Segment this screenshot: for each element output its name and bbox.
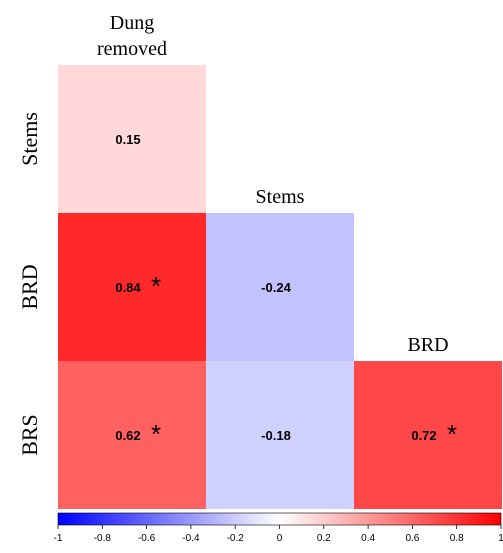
significance-marker: *	[151, 419, 161, 449]
heatmap-cell	[58, 361, 206, 509]
color-scale-tick-label: 0	[277, 533, 283, 544]
color-scale-tick-label: -0.8	[94, 533, 112, 544]
significance-marker: *	[151, 271, 161, 301]
color-scale-tick-label: -0.6	[138, 533, 156, 544]
heatmap-cells	[58, 65, 502, 509]
heatmap-cell	[206, 361, 354, 509]
color-scale-tick-label: -0.2	[227, 533, 245, 544]
heatmap-cell	[206, 213, 354, 361]
heatmap-labels: 0.15 0.84 * -0.24 0.62 * -0.18 0.72 *	[115, 132, 457, 449]
row-header: BRD	[17, 264, 42, 309]
cell-value-label: 0.72	[411, 428, 436, 443]
color-scale-tick-label: 0.6	[405, 533, 419, 544]
row-header: BRS	[17, 414, 42, 456]
cell-value-label: 0.84	[115, 280, 141, 295]
heatmap-cell	[58, 65, 206, 213]
color-scale-tick-label: 0.4	[361, 533, 375, 544]
cell-value-label: -0.24	[261, 280, 291, 295]
heatmap-cell	[354, 361, 502, 509]
row-header: Stems	[17, 112, 42, 166]
cell-value-label: 0.62	[115, 428, 140, 443]
column-header: Dung	[110, 12, 154, 34]
column-header: removed	[97, 38, 167, 60]
color-scale-gradient	[57, 512, 502, 526]
matrix-headers: Dung removed Stems BRD Stems BRD BRS	[17, 12, 449, 456]
color-scale-tick-label: -1	[54, 533, 63, 544]
color-scale-tick-label: 0.2	[317, 533, 331, 544]
color-scale-tick-label: -0.4	[182, 533, 200, 544]
color-scale-tick-label: 0.8	[450, 533, 464, 544]
significance-marker: *	[447, 419, 457, 449]
color-scale-bar: -1 -0.8 -0.6 -0.4 -0.2 0 0.2 0.4 0.6 0.8 1	[54, 512, 503, 544]
color-scale-tick-label: 1	[498, 533, 503, 544]
cell-value-label: 0.15	[115, 132, 140, 147]
cell-value-label: -0.18	[261, 428, 291, 443]
column-header: Stems	[256, 186, 305, 208]
heatmap-cell	[58, 213, 206, 361]
column-header: BRD	[407, 334, 448, 356]
